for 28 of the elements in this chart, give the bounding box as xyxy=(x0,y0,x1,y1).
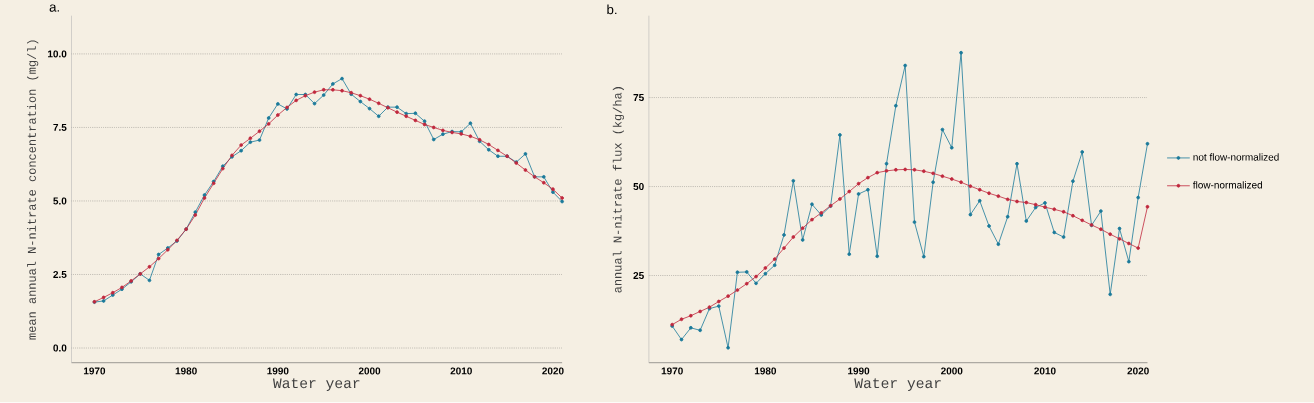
x-tick-label: 2010 xyxy=(450,367,472,375)
x-tick-label: 2000 xyxy=(941,367,963,375)
x-tick-label: 2020 xyxy=(542,367,564,375)
x-axis-title: Water year xyxy=(272,378,360,392)
legend-label: flow-normalized xyxy=(1192,181,1263,189)
x-tick-label: 1990 xyxy=(848,367,870,375)
y-tick-label: 2.5 xyxy=(53,271,67,279)
x-tick-label: 2000 xyxy=(358,367,381,375)
chart-title: a. xyxy=(49,4,59,12)
y-tick-label: 25 xyxy=(633,272,644,280)
y-tick-label: 50 xyxy=(633,183,644,191)
y-tick-label: 10.0 xyxy=(48,50,67,58)
x-tick-label: 2010 xyxy=(1034,367,1056,375)
x-tick-label: 1970 xyxy=(83,367,106,375)
y-tick-label: 7.5 xyxy=(53,124,67,132)
y-tick-label: 0.0 xyxy=(53,344,67,352)
x-axis-title: Water year xyxy=(854,378,941,392)
x-tick-label: 1980 xyxy=(175,367,197,375)
chart-title: b. xyxy=(607,4,617,15)
legend-label: not flow-normalized xyxy=(1193,153,1279,161)
x-tick-label: 2020 xyxy=(1127,367,1149,375)
x-tick-label: 1980 xyxy=(754,367,777,375)
x-tick-label: 1990 xyxy=(267,367,289,375)
y-axis-title: annual N-nitrate flux (kg/ha) xyxy=(612,87,624,293)
x-tick-label: 1970 xyxy=(661,367,683,375)
y-tick-label: 75 xyxy=(633,94,644,102)
y-axis-title: mean annual N-nitrate concentration (mg/l) xyxy=(27,40,39,340)
y-tick-label: 5.0 xyxy=(53,197,67,205)
